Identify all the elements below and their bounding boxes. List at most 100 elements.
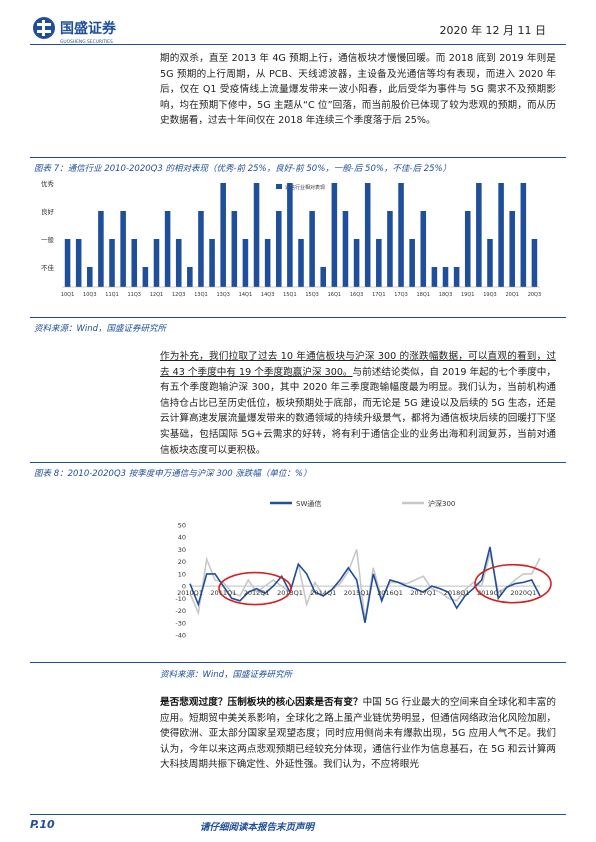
fig8-x-tick-label: 2020Q1 xyxy=(510,589,536,597)
fig7-x-tick-label: 20Q1 xyxy=(505,292,518,298)
fig7-x-tick-label: 12Q3 xyxy=(172,292,185,298)
fig7-x-tick-label: 20Q3 xyxy=(528,292,541,298)
fig7-bar xyxy=(498,183,504,287)
figure7-source: 资料来源：Wind，国盛证券研究所 xyxy=(34,324,167,334)
fig7-x-tick-label: 14Q3 xyxy=(261,292,274,298)
fig7-bar xyxy=(64,239,71,287)
fig7-bar xyxy=(264,239,271,287)
fig7-bar xyxy=(198,211,204,287)
fig7-bar xyxy=(298,239,304,287)
fig7-x-tick-label: 15Q1 xyxy=(283,292,296,298)
fig8-x-tick-label: 2019Q1 xyxy=(477,589,503,597)
fig7-bar xyxy=(109,239,115,287)
fig8-x-tick-label: 2016Q1 xyxy=(377,589,403,597)
fig7-x-tick-label: 13Q1 xyxy=(194,292,207,298)
fig7-x-tick-label: 12Q1 xyxy=(150,292,163,298)
fig8-legend-sw-label: SW通信 xyxy=(296,499,321,508)
fig7-bar xyxy=(464,211,471,287)
fig7-bar xyxy=(131,239,138,287)
fig7-bar xyxy=(253,183,260,287)
fig7-bar xyxy=(98,211,104,287)
fig8-x-tick-label: 2010Q1 xyxy=(177,589,203,597)
fig7-bar xyxy=(75,239,82,287)
fig7-bar xyxy=(520,183,527,287)
page-number: P.10 xyxy=(30,818,55,831)
fig7-legend-swatch xyxy=(276,184,282,189)
fig8-y-tick-label: -20 xyxy=(175,607,186,615)
figure8-top-rule xyxy=(30,462,566,463)
figure7-top-rule xyxy=(30,157,566,158)
fig7-x-tick-label: 19Q3 xyxy=(483,292,496,298)
highlighted-sentence: 作为补充，我们拉取了过去 10 年通信板块与沪深 300 的涨跌幅数据，可以直观… xyxy=(160,351,556,378)
report-date: 2020 年 12 月 11 日 xyxy=(439,24,546,37)
fig7-bar xyxy=(309,211,315,287)
fig8-legend-hs300-label: 沪深300 xyxy=(428,499,455,508)
fig8-x-tick-label: 2012Q1 xyxy=(244,589,270,597)
brand-logo: 国盛证券 GUOSHENG SECURITIES xyxy=(30,14,140,52)
fig7-bar xyxy=(164,211,171,287)
fig8-x-tick-label: 2014Q1 xyxy=(310,589,336,597)
fig7-bar xyxy=(175,239,182,287)
fig7-bar xyxy=(431,267,438,287)
fig7-x-tick-label: 11Q1 xyxy=(105,292,118,298)
fig7-bar xyxy=(120,211,126,287)
fig8-series-sw-line xyxy=(189,546,541,623)
fig8-y-tick-label: 20 xyxy=(178,558,186,566)
fig8-annotation-circle xyxy=(218,571,292,606)
fig7-x-tick-label: 16Q3 xyxy=(350,292,363,298)
fig7-bar xyxy=(187,267,193,287)
footer-disclaimer: 请仔细阅读本报告末页声明 xyxy=(200,822,315,833)
analysis-text: 中国 5G 行业最大的空间来自全球化和丰富的应用。短期贸中美关系影响，全球化之路… xyxy=(160,697,556,771)
fig8-x-tick-label: 2015Q1 xyxy=(344,589,370,597)
fig7-level-label: 不佳 xyxy=(41,263,55,272)
fig8-x-tick-label: 2017Q1 xyxy=(410,589,436,597)
figure7-title: 图表 7：通信行业 2010-2020Q3 的相对表现（优秀-前 25%，良好-… xyxy=(34,164,452,174)
fig7-bar xyxy=(376,239,382,287)
fig8-y-tick-label: -40 xyxy=(175,632,186,640)
fig7-x-tick-label: 19Q1 xyxy=(461,292,474,298)
intro-paragraph: 期的双杀，直至 2013 年 4G 预期上行，通信板块才慢慢回暖。而 2018 … xyxy=(160,53,556,127)
figure7-chart: 通信行业相对表现 不佳 一般 良好 优秀 10Q1 10Q3 11Q1 11Q3 12Q1 12Q3… xyxy=(30,175,566,319)
fig7-bar xyxy=(509,211,515,287)
fig7-bar xyxy=(487,239,493,287)
fig7-bar xyxy=(531,239,538,287)
fig8-y-tick-label: 10 xyxy=(178,570,186,578)
footer-rule xyxy=(30,814,566,815)
fig7-bar xyxy=(476,183,482,287)
fig8-y-tick-label: -10 xyxy=(175,595,186,603)
figure8-chart: SW通信 沪深300 -40 -30 -20 -10 0 10 20 30 40 50 2010Q1 20… xyxy=(30,483,566,657)
fig7-bar xyxy=(209,239,215,287)
fig7-level-label: 一般 xyxy=(41,235,55,244)
fig7-bar xyxy=(242,239,249,287)
fig7-x-tick-label: 14Q1 xyxy=(239,292,252,298)
fig7-x-tick-label: 18Q3 xyxy=(439,292,452,298)
fig7-bar xyxy=(220,183,226,287)
fig8-y-tick-label: 0 xyxy=(182,583,186,591)
brand-name-en: GUOSHENG SECURITIES xyxy=(60,39,113,45)
fig8-annotation-circle xyxy=(474,563,552,604)
fig8-x-tick-label: 2011Q1 xyxy=(210,589,236,597)
fig7-bar xyxy=(331,183,338,287)
fig7-bar xyxy=(409,239,415,287)
figure8-bottom-rule xyxy=(30,662,566,663)
fig8-y-tick-label: 30 xyxy=(178,546,186,554)
fig7-level-label: 良好 xyxy=(41,207,55,216)
fig7-bar xyxy=(398,183,404,287)
fig7-bar xyxy=(442,267,449,287)
fig7-x-tick-label: 11Q3 xyxy=(128,292,141,298)
fig7-x-tick-label: 16Q1 xyxy=(328,292,341,298)
analysis-paragraph: 是否悲观过度？压制板块的核心因素是否有变？中国 5G 行业最大的空间来自全球化和… xyxy=(160,695,556,773)
fig7-level-label: 优秀 xyxy=(41,179,55,188)
fig7-bar xyxy=(87,267,93,287)
fig7-x-tick-label: 18Q1 xyxy=(417,292,430,298)
fig7-bar xyxy=(287,183,293,287)
analysis-heading: 是否悲观过度？压制板块的核心因素是否有变？ xyxy=(160,697,363,708)
fig7-x-tick-label: 17Q3 xyxy=(394,292,407,298)
fig7-bar xyxy=(420,211,427,287)
figure8-title: 图表 8：2010-2020Q3 按季度申万通信与沪深 300 涨跌幅（单位：%… xyxy=(34,469,312,479)
fig7-bar xyxy=(231,211,238,287)
fig8-x-tick-label: 2018Q1 xyxy=(444,589,470,597)
fig7-x-tick-label: 10Q3 xyxy=(83,292,96,298)
figure7-bottom-rule xyxy=(30,317,566,318)
fig7-bar xyxy=(387,211,393,287)
